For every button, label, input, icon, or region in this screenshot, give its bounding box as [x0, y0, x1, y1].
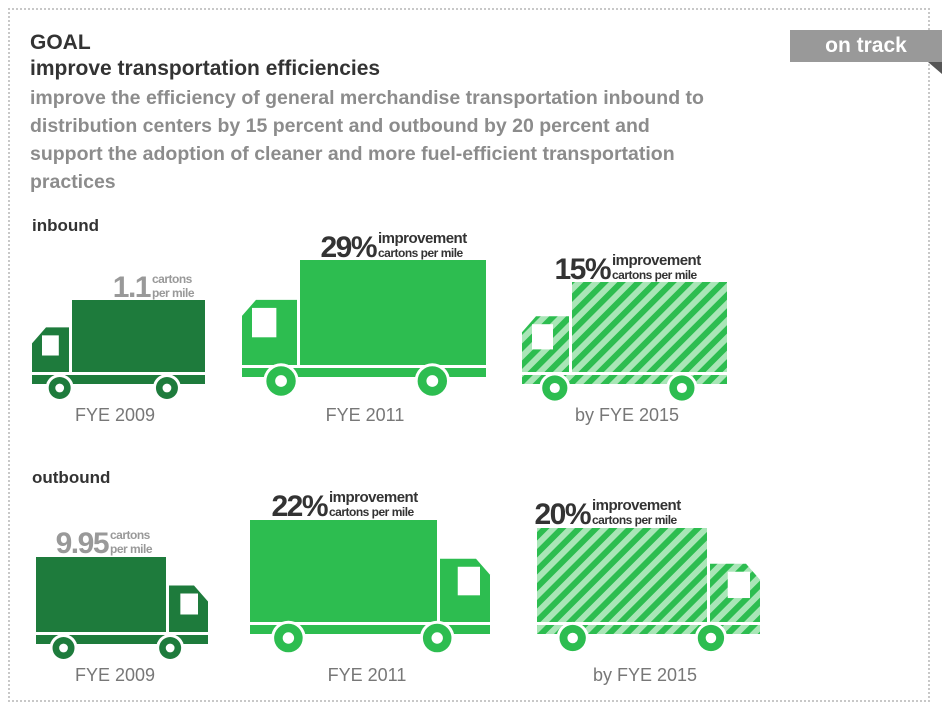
truck-body — [250, 520, 437, 622]
truck-value: 1.1 — [113, 271, 151, 304]
truck-body — [72, 300, 205, 372]
truck-period: FYE 2009 — [75, 665, 155, 685]
truck-unit: improvement — [612, 252, 701, 269]
truck-body — [36, 557, 166, 632]
truck-value: 9.95 — [56, 527, 109, 560]
truck-value: 15% — [554, 253, 610, 286]
truck-period: FYE 2011 — [328, 665, 407, 685]
truck-period: FYE 2009 — [75, 405, 155, 425]
truck-per: cartons per mile — [378, 246, 464, 260]
truck-period: by FYE 2015 — [593, 665, 697, 685]
truck-unit: cartons — [110, 528, 151, 542]
truck-window — [532, 324, 553, 349]
truck-unit: improvement — [592, 497, 681, 514]
truck-hub — [275, 375, 287, 387]
truck-window — [458, 567, 480, 596]
truck-window — [42, 335, 59, 355]
truck-window — [728, 572, 750, 598]
truck-hub — [706, 633, 717, 644]
truck-hub — [163, 384, 172, 393]
truck-period: FYE 2011 — [326, 405, 405, 425]
section-label: outbound — [32, 468, 110, 487]
truck-unit: cartons — [152, 272, 193, 286]
truck-hub — [59, 644, 68, 653]
truck-hub — [677, 383, 687, 393]
truck-value: 29% — [320, 231, 376, 264]
page: GOAL improve transportation efficiencies… — [0, 0, 942, 707]
truck-hub — [426, 375, 438, 387]
truck-hub — [55, 384, 64, 393]
truck-body — [572, 282, 727, 372]
truck-hub — [166, 644, 175, 653]
truck-unit: improvement — [378, 230, 467, 247]
truck-hub — [431, 632, 442, 643]
section-label: inbound — [32, 216, 99, 235]
truck-per: cartons per mile — [612, 268, 698, 282]
truck-per: cartons per mile — [329, 505, 415, 519]
truck-hub — [567, 633, 578, 644]
truck-body — [300, 260, 486, 365]
truck-per: cartons per mile — [592, 513, 678, 527]
truck-unit: improvement — [329, 489, 418, 506]
truck-per: per mile — [110, 542, 153, 556]
truck-window — [252, 308, 276, 337]
truck-per: per mile — [152, 286, 195, 300]
truck-period: by FYE 2015 — [575, 405, 679, 425]
truck-value: 20% — [534, 498, 590, 531]
truck-body — [537, 528, 707, 622]
trucks: inbound1.1cartonsper mileFYE 200929%impr… — [0, 0, 942, 707]
truck-hub — [283, 632, 294, 643]
truck-window — [180, 594, 198, 615]
truck-hub — [550, 383, 560, 393]
truck-value: 22% — [271, 490, 327, 523]
